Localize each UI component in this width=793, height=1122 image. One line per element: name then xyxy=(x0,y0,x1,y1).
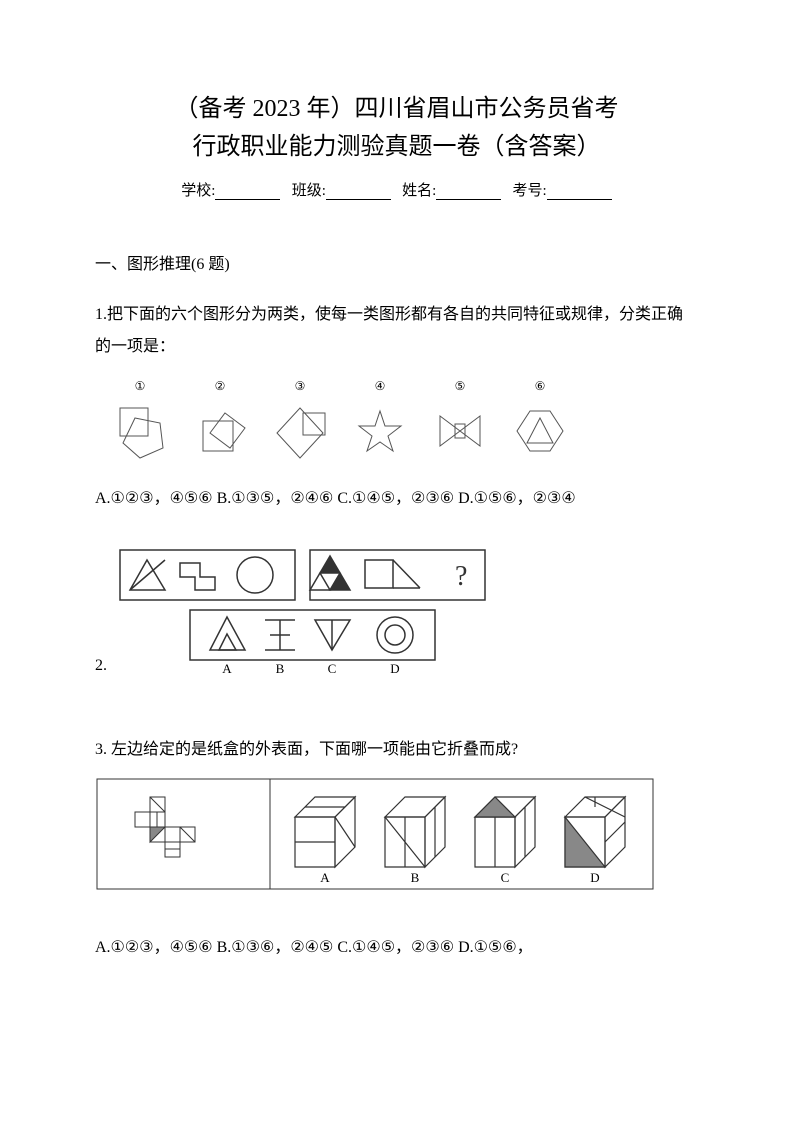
svg-text:A: A xyxy=(320,870,330,885)
examno-label: 考号: xyxy=(513,183,547,199)
question-2: 2. ? xyxy=(95,545,698,675)
question-3-options-partial: A.①②③，④⑤⑥ B.①③⑥，②④⑤ C.①④⑤，②③⑥ D.①⑤⑥， xyxy=(95,932,698,964)
document-title: （备考 2023 年）四川省眉山市公务员省考 行政职业能力测验真题一卷（含答案） xyxy=(95,90,698,167)
svg-text:A: A xyxy=(222,661,232,675)
svg-text:③: ③ xyxy=(295,379,306,393)
svg-text:B: B xyxy=(276,661,285,675)
question-1-options: A.①②③，④⑤⑥ B.①③⑤，②④⑥ C.①④⑤，②③⑥ D.①⑤⑥，②③④ xyxy=(95,483,698,515)
class-blank[interactable] xyxy=(326,184,391,200)
svg-text:C: C xyxy=(501,870,510,885)
svg-text:C: C xyxy=(328,661,337,675)
svg-text:②: ② xyxy=(215,379,226,393)
question-3-figure: A B C xyxy=(95,777,698,907)
q1-shapes-svg: ① ② ③ ④ ⑤ ⑥ xyxy=(95,378,595,468)
q2-shapes-svg: ? A B C D xyxy=(115,545,495,675)
title-line-2: 行政职业能力测验真题一卷（含答案） xyxy=(95,128,698,166)
svg-text:D: D xyxy=(390,661,399,675)
section-1-header: 一、图形推理(6 题) xyxy=(95,250,698,274)
school-blank[interactable] xyxy=(215,184,280,200)
svg-text:①: ① xyxy=(135,379,146,393)
svg-text:D: D xyxy=(590,870,599,885)
svg-text:④: ④ xyxy=(375,379,386,393)
svg-text:B: B xyxy=(411,870,420,885)
title-line-1: （备考 2023 年）四川省眉山市公务员省考 xyxy=(95,90,698,128)
svg-text:?: ? xyxy=(455,561,467,592)
class-label: 班级: xyxy=(292,183,326,199)
name-label: 姓名: xyxy=(402,183,436,199)
examno-blank[interactable] xyxy=(547,184,612,200)
svg-text:⑥: ⑥ xyxy=(535,379,546,393)
question-1-figures: ① ② ③ ④ ⑤ ⑥ xyxy=(95,378,698,468)
question-3-text: 3. 左边给定的是纸盒的外表面，下面哪一项能由它折叠而成? xyxy=(95,735,698,759)
question-1-text: 1.把下面的六个图形分为两类，使每一类图形都有各自的共同特征或规律，分类正确的一… xyxy=(95,299,698,363)
student-info-form: 学校: 班级: 姓名: 考号: xyxy=(95,179,698,200)
question-2-number: 2. xyxy=(95,657,107,675)
svg-text:⑤: ⑤ xyxy=(455,379,466,393)
q3-shapes-svg: A B C xyxy=(95,777,655,907)
school-label: 学校: xyxy=(181,183,215,199)
name-blank[interactable] xyxy=(436,184,501,200)
